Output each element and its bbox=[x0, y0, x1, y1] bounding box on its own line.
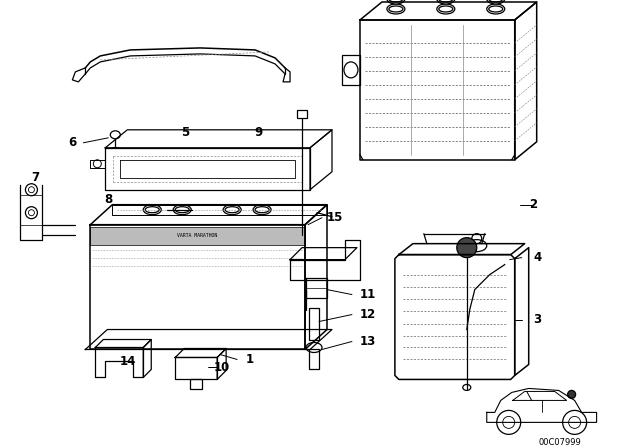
Ellipse shape bbox=[437, 0, 455, 4]
Ellipse shape bbox=[437, 4, 455, 14]
Bar bbox=[342, 55, 360, 85]
Bar bbox=[309, 349, 319, 370]
Ellipse shape bbox=[487, 4, 505, 14]
Bar bbox=[90, 227, 305, 245]
Text: 6: 6 bbox=[68, 136, 77, 149]
Circle shape bbox=[457, 237, 477, 258]
Circle shape bbox=[568, 391, 575, 398]
Ellipse shape bbox=[143, 205, 161, 215]
Ellipse shape bbox=[487, 0, 505, 4]
Text: 8: 8 bbox=[104, 193, 113, 206]
Text: 12: 12 bbox=[360, 308, 376, 321]
Text: 9: 9 bbox=[254, 126, 262, 139]
Text: 13: 13 bbox=[360, 335, 376, 348]
Text: 5: 5 bbox=[181, 126, 189, 139]
Text: 14: 14 bbox=[120, 355, 136, 368]
Ellipse shape bbox=[173, 205, 191, 215]
Bar bbox=[309, 308, 319, 340]
Text: 15: 15 bbox=[327, 211, 343, 224]
Text: 7: 7 bbox=[31, 171, 40, 184]
Text: 00C07999: 00C07999 bbox=[538, 438, 581, 447]
Bar bbox=[297, 110, 307, 118]
Bar bbox=[190, 379, 202, 389]
Text: VARTA MARATHON: VARTA MARATHON bbox=[177, 233, 218, 238]
Text: 10: 10 bbox=[214, 361, 230, 374]
Ellipse shape bbox=[387, 0, 405, 4]
Ellipse shape bbox=[253, 205, 271, 215]
Text: 2: 2 bbox=[529, 198, 537, 211]
Ellipse shape bbox=[387, 4, 405, 14]
Text: 4: 4 bbox=[534, 251, 542, 264]
Ellipse shape bbox=[223, 205, 241, 215]
Text: 3: 3 bbox=[534, 313, 541, 326]
Text: 11: 11 bbox=[360, 288, 376, 301]
Text: 1: 1 bbox=[246, 353, 254, 366]
